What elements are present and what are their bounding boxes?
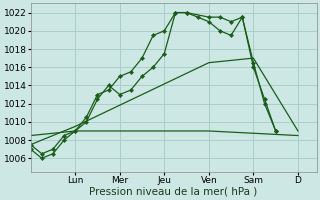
X-axis label: Pression niveau de la mer( hPa ): Pression niveau de la mer( hPa ) — [90, 187, 258, 197]
